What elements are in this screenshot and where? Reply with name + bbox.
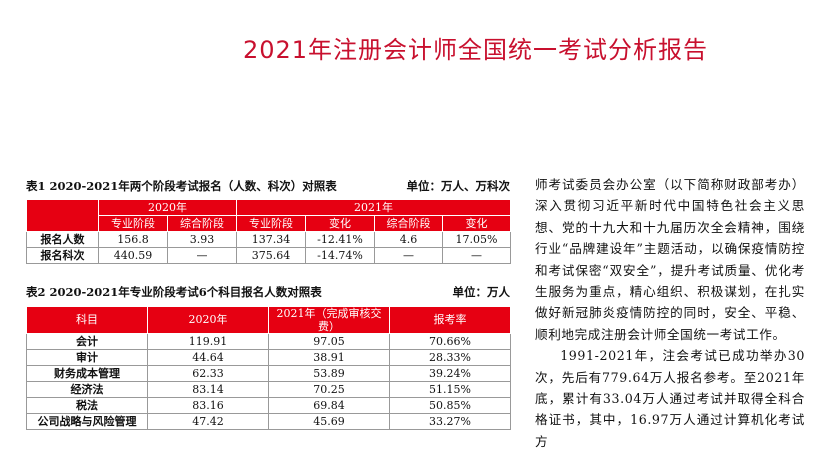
row-label: 会计 [26, 333, 148, 350]
table1-header-2021: 2021年 [236, 199, 511, 216]
table-cell: 38.91 [268, 349, 390, 366]
table1-title: 表1 2020-2021年两个阶段考试报名（人数、科次）对照表 [26, 179, 337, 193]
table-cell: 47.42 [147, 413, 269, 430]
body-paragraph: 1991-2021年，注会考试已成功举办30次，先后有779.64万人报名参考。… [535, 348, 805, 449]
table1-subheader: 专业阶段 [98, 215, 168, 232]
row-label: 经济法 [26, 381, 148, 398]
table1-subheader: 综合阶段 [167, 215, 237, 232]
table-cell: 44.64 [147, 349, 269, 366]
table-cell: 119.91 [147, 333, 269, 350]
table1-subheader: 专业阶段 [236, 215, 306, 232]
table-cell: 3.93 [167, 231, 237, 248]
table-cell: 45.69 [268, 413, 390, 430]
table2-title: 表2 2020-2021年专业阶段考试6个科目报名人数对照表 [26, 285, 322, 299]
table2-header: 报考率 [389, 306, 511, 334]
table-cell: 83.16 [147, 397, 269, 414]
row-label: 报名人数 [26, 231, 99, 248]
body-text: 师考试委员会办公室（以下简称财政部考办）深入贯彻习近平新时代中国特色社会主义思想… [535, 174, 805, 452]
table-cell: 53.89 [268, 365, 390, 382]
table-cell: 137.34 [236, 231, 306, 248]
table-cell: 51.15% [389, 381, 511, 398]
table2-header: 科目 [26, 306, 148, 334]
table-cell: 28.33% [389, 349, 511, 366]
table-row: 财务成本管理 62.33 53.89 39.24% [26, 365, 511, 382]
table-row: 报名人数 156.8 3.93 137.34 -12.41% 4.6 17.05… [26, 231, 511, 248]
table2-caption: 表2 2020-2021年专业阶段考试6个科目报名人数对照表 单位：万人 [26, 284, 510, 300]
table-cell: — [374, 247, 443, 264]
table-cell: 70.25 [268, 381, 390, 398]
table-cell: 440.59 [98, 247, 168, 264]
table-cell: 33.27% [389, 413, 511, 430]
row-label: 报名科次 [26, 247, 99, 264]
row-label: 税法 [26, 397, 148, 414]
table-row: 会计 119.91 97.05 70.66% [26, 333, 511, 350]
table-row: 审计 44.64 38.91 28.33% [26, 349, 511, 366]
table-cell: 156.8 [98, 231, 168, 248]
table-row: 公司战略与风险管理 47.42 45.69 33.27% [26, 413, 511, 430]
table1-subheader: 变化 [305, 215, 375, 232]
table1-subheader: 变化 [442, 215, 511, 232]
table1-unit: 单位：万人、万科次 [406, 179, 511, 193]
table-cell: 4.6 [374, 231, 443, 248]
table-cell: 97.05 [268, 333, 390, 350]
table-cell: -14.74% [305, 247, 375, 264]
table-row: 税法 83.16 69.84 50.85% [26, 397, 511, 414]
table-cell: 62.33 [147, 365, 269, 382]
table2: 科目 2020年 2021年（完成审核交费） 报考率 会计 119.91 97.… [26, 306, 511, 430]
table-cell: — [167, 247, 237, 264]
table-row: 报名科次 440.59 — 375.64 -14.74% — — [26, 247, 511, 264]
table2-header: 2021年（完成审核交费） [268, 306, 390, 334]
body-paragraph: 师考试委员会办公室（以下简称财政部考办）深入贯彻习近平新时代中国特色社会主义思想… [535, 177, 805, 342]
table-cell: — [442, 247, 511, 264]
row-label: 审计 [26, 349, 148, 366]
table2-unit: 单位：万人 [452, 285, 511, 299]
table-cell: -12.41% [305, 231, 375, 248]
table-row: 经济法 83.14 70.25 51.15% [26, 381, 511, 398]
table2-header: 2020年 [147, 306, 269, 334]
table1-subheader: 综合阶段 [374, 215, 443, 232]
table-cell: 39.24% [389, 365, 511, 382]
table-cell: 50.85% [389, 397, 511, 414]
table-cell: 69.84 [268, 397, 390, 414]
table1-header-2020: 2020年 [98, 199, 237, 216]
table1-corner [26, 199, 99, 232]
table-cell: 83.14 [147, 381, 269, 398]
table1: 2020年 2021年 专业阶段 综合阶段 专业阶段 变化 综合阶段 变化 报名… [26, 199, 511, 264]
row-label: 财务成本管理 [26, 365, 148, 382]
page-title: 2021年注册会计师全国统一考试分析报告 [242, 36, 709, 64]
table1-caption: 表1 2020-2021年两个阶段考试报名（人数、科次）对照表 单位：万人、万科… [26, 178, 510, 194]
table-cell: 375.64 [236, 247, 306, 264]
table-cell: 17.05% [442, 231, 511, 248]
table-cell: 70.66% [389, 333, 511, 350]
row-label: 公司战略与风险管理 [26, 413, 148, 430]
